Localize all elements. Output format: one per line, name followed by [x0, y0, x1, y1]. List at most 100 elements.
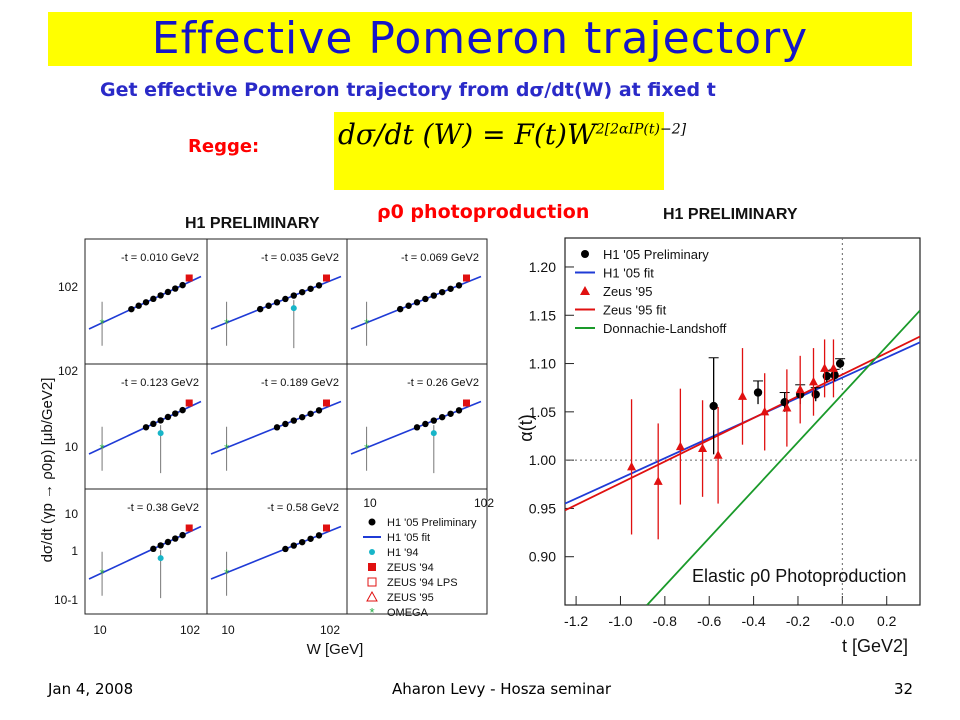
h1-point [179, 406, 186, 414]
data-point [709, 401, 718, 411]
h1-point [172, 410, 179, 417]
y-tick-label: 10 [65, 440, 79, 454]
h1-point [273, 424, 281, 431]
h1-point [142, 299, 150, 306]
h1-point [142, 424, 150, 431]
h1-point [164, 538, 172, 546]
regge-label: Regge: [188, 136, 260, 157]
h194-point [157, 430, 164, 437]
bin-label: -t = 0.069 GeV2 [401, 252, 479, 264]
x-tick-label: 10 [93, 623, 107, 637]
right-chart-title: H1 PRELIMINARY [663, 206, 798, 223]
h1-point [430, 292, 437, 299]
footer-date: Jan 4, 2008 [48, 680, 134, 698]
h194-point [430, 430, 437, 437]
legend-zeus95-marker [366, 590, 378, 602]
omega-point: * [100, 441, 105, 456]
x-tick-label: 102 [320, 623, 340, 637]
title-band [48, 12, 912, 66]
h1-point [422, 420, 429, 428]
h1-point [282, 295, 289, 303]
h1-point [299, 288, 306, 296]
right-plot-area: 0.90 0.95 1.00 1.05 1.10 1.15 1.20 -1.2 -1.0 -0.8… [529, 237, 921, 629]
data-point [627, 461, 637, 471]
h1-point [157, 417, 164, 424]
footer-page: 32 [894, 680, 914, 698]
data-point [809, 376, 818, 386]
x-tick-label: -0.4 [742, 613, 766, 629]
zeus94-point [185, 524, 193, 532]
right-ylabel: α(t) [516, 414, 536, 441]
data-point [760, 406, 770, 416]
x-tick-label: 10 [363, 496, 377, 510]
footer-author: Aharon Levy - Hosza seminar [392, 680, 612, 698]
left-legend: H1 '05 Preliminary H1 '05 fit H1 '94 ZEUS '… [363, 517, 477, 620]
h1-point [455, 282, 463, 289]
data-point [835, 359, 845, 368]
h1-point [315, 532, 323, 539]
h1-point [273, 299, 281, 306]
data-point [753, 388, 763, 397]
y-tick-label: 0.95 [529, 500, 556, 516]
x-tick-label: 102 [474, 496, 494, 510]
legend-label: ZEUS '94 LPS [387, 577, 458, 589]
y-tick-label: 102 [58, 280, 78, 294]
x-tick-label: -1.2 [564, 613, 588, 629]
bin-label: -t = 0.38 GeV2 [127, 502, 199, 514]
x-tick-label: 10 [221, 623, 235, 637]
slide-title: Effective Pomeron trajectory [151, 13, 809, 64]
h1-point [172, 285, 179, 292]
formula-lhs: dσ/dt (W) = F(t)W [338, 118, 596, 151]
zeus94-point [185, 274, 193, 282]
x-tick-label: -0.8 [653, 613, 677, 629]
h1-point [315, 282, 323, 289]
zeus94-point [323, 524, 330, 532]
bin-label: -t = 0.189 GeV2 [261, 377, 339, 389]
legend-label: H1 '05 Preliminary [387, 517, 477, 529]
h1-point [135, 302, 142, 309]
y-tick-label: 10-1 [54, 593, 78, 607]
legend-label: Donnachie-Landshoff [603, 321, 727, 336]
legend-zeus94lps-marker [367, 577, 377, 587]
bin-label: -t = 0.035 GeV2 [261, 252, 339, 264]
h1-point [307, 410, 314, 417]
legend-label: Zeus '95 [603, 284, 652, 299]
legend-label: H1 '05 fit [603, 266, 654, 281]
legend-marker [580, 286, 590, 295]
h1-point [150, 545, 157, 553]
data-point [795, 384, 805, 394]
legend-h194-marker [369, 549, 375, 555]
omega-point: * [364, 316, 369, 331]
h1-point [282, 420, 289, 428]
left-xlabel: W [GeV] [307, 641, 364, 658]
y-tick-label: 1 [71, 544, 78, 558]
zeus94-point [463, 274, 470, 282]
bin-label: -t = 0.26 GeV2 [407, 377, 479, 389]
data-point [830, 370, 839, 380]
bin-label: -t = 0.123 GeV2 [121, 377, 199, 389]
panel-frame [346, 488, 488, 615]
y-tick-label: 10 [65, 507, 79, 521]
h1-point [315, 407, 323, 414]
data-point [675, 441, 685, 451]
y-tick-label: 1.20 [529, 259, 556, 275]
x-tick-label: 102 [180, 623, 200, 637]
data-point [822, 371, 832, 381]
legend-label: H1 '94 [387, 547, 418, 559]
h1-point [179, 531, 186, 539]
h1-point [265, 302, 272, 309]
bin-label: -t = 0.58 GeV2 [267, 502, 339, 514]
h1-point [413, 424, 421, 431]
data-point [782, 402, 792, 412]
h1-point [157, 292, 164, 299]
y-tick-label: 1.10 [529, 356, 556, 372]
slide-subtitle: Get effective Pomeron trajectory from dσ… [100, 79, 716, 101]
h1-point [413, 299, 421, 306]
h194-point [157, 555, 164, 562]
zeus94-point [323, 274, 330, 282]
y-tick-label: 1.00 [529, 452, 556, 468]
h1-point [257, 305, 264, 313]
h1-point [172, 535, 179, 542]
bin-label: -t = 0.010 GeV2 [121, 252, 199, 264]
h194-point [290, 305, 297, 312]
